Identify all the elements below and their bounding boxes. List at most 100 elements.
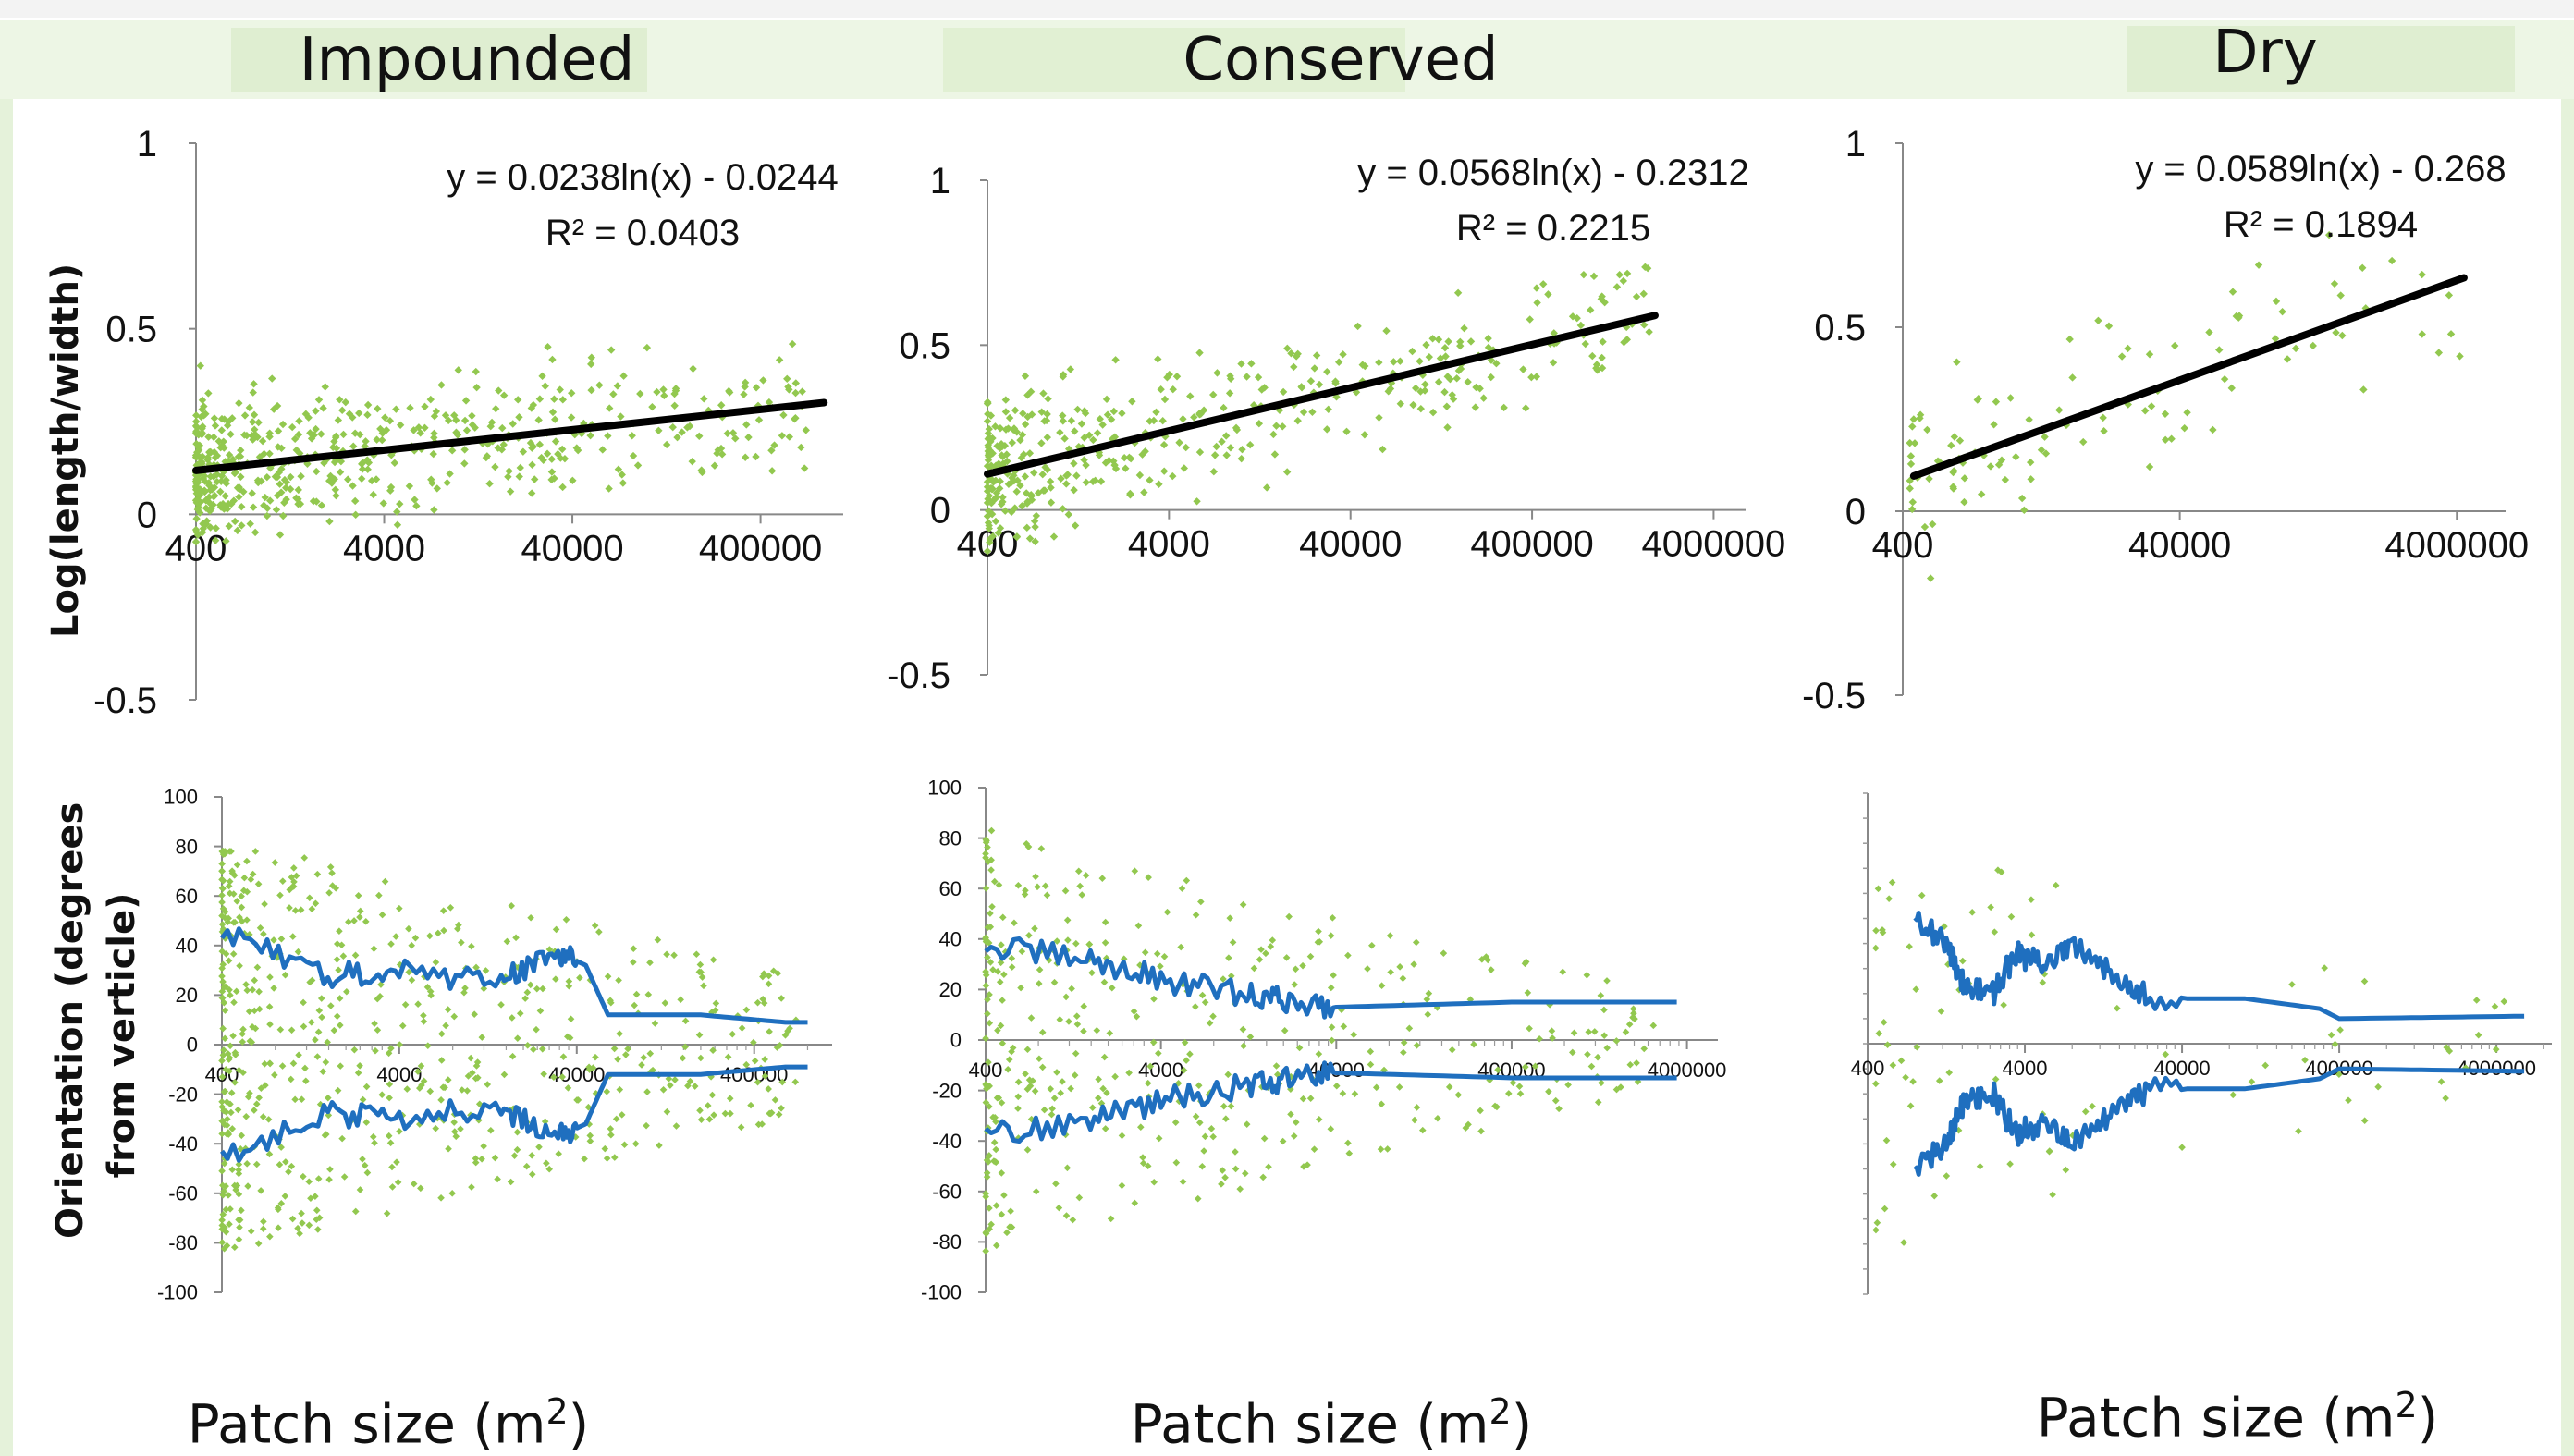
data-point: [487, 1126, 495, 1134]
envelope-upper: [984, 936, 1677, 1020]
data-point: [1267, 943, 1275, 950]
data-point: [1101, 1125, 1109, 1132]
data-point: [998, 1210, 1006, 1218]
data-point: [1100, 978, 1109, 986]
data-point: [1225, 389, 1234, 398]
data-point: [713, 449, 721, 458]
y-tick-label: -0.5: [887, 655, 950, 696]
data-point: [1579, 270, 1588, 279]
data-point: [1452, 374, 1461, 383]
data-point: [592, 1053, 599, 1061]
data-point: [218, 1167, 226, 1175]
data-point: [2229, 1091, 2237, 1099]
data-point: [298, 1209, 305, 1217]
data-point: [198, 405, 206, 414]
data-point: [412, 502, 421, 510]
data-point: [1080, 1002, 1088, 1010]
data-point: [232, 987, 240, 996]
data-point: [2360, 1117, 2369, 1124]
data-point: [244, 1093, 252, 1101]
data-point: [1422, 340, 1430, 349]
data-point: [1232, 1148, 1239, 1156]
data-point: [984, 434, 992, 443]
data-point: [218, 1130, 226, 1138]
data-point: [220, 1107, 227, 1115]
data-point: [225, 957, 233, 965]
data-point: [224, 499, 233, 508]
r-squared: R² = 0.1894: [2224, 204, 2418, 245]
data-point: [586, 431, 594, 440]
data-point: [1101, 918, 1109, 926]
data-point: [1135, 471, 1145, 480]
data-point: [2167, 434, 2176, 443]
data-point: [1064, 510, 1073, 519]
data-point: [1008, 473, 1016, 483]
data-point: [231, 1079, 239, 1086]
data-point: [288, 1215, 297, 1223]
data-point: [223, 1115, 231, 1123]
data-point: [322, 1058, 330, 1066]
data-point: [325, 1176, 333, 1183]
data-point: [1144, 1162, 1152, 1170]
data-point: [1049, 532, 1059, 541]
data-point: [1390, 358, 1398, 366]
data-point: [297, 906, 305, 914]
data-point: [251, 848, 260, 855]
data-point: [248, 489, 256, 497]
data-point: [1144, 1079, 1152, 1087]
x-tick-label: 400000: [1470, 524, 1593, 565]
data-point: [1329, 914, 1337, 922]
data-point: [1889, 1061, 1897, 1070]
data-point: [1038, 1028, 1047, 1036]
envelope-lower: [1913, 1066, 2525, 1177]
data-point: [729, 1030, 737, 1038]
data-point: [338, 1134, 346, 1143]
data-point: [1871, 944, 1880, 952]
y-tick-label: -80: [932, 1230, 962, 1254]
data-point: [1327, 984, 1335, 992]
data-point: [2147, 402, 2156, 410]
data-point: [1080, 1027, 1087, 1035]
data-point: [2374, 1083, 2382, 1091]
ylabel-bottom-line2: from verticle): [101, 892, 143, 1179]
data-point: [1040, 486, 1049, 495]
data-point: [414, 1068, 422, 1075]
data-point: [1906, 438, 1914, 447]
data-point: [1193, 497, 1201, 506]
data-point: [1416, 357, 1424, 366]
data-point: [1291, 981, 1298, 988]
data-point: [258, 436, 267, 446]
data-point: [1400, 1048, 1407, 1057]
data-point: [464, 1072, 472, 1080]
data-point: [442, 1022, 449, 1030]
data-point: [617, 412, 625, 421]
data-point: [398, 1022, 407, 1030]
data-point: [1000, 971, 1008, 978]
data-point: [485, 480, 494, 488]
data-point: [992, 489, 1001, 497]
data-point: [710, 1111, 717, 1119]
data-point: [218, 1097, 226, 1106]
data-point: [430, 412, 439, 421]
data-point: [1643, 264, 1652, 273]
data-point: [417, 1062, 425, 1070]
data-point: [1169, 385, 1177, 394]
data-point: [238, 1206, 245, 1215]
data-point: [332, 491, 340, 500]
data-point: [1043, 465, 1052, 474]
data-point: [294, 495, 302, 504]
y-tick-label: 60: [176, 885, 198, 908]
data-point: [1900, 1239, 1907, 1246]
data-point: [383, 1209, 391, 1217]
data-point: [1195, 409, 1204, 418]
data-point: [1372, 1083, 1380, 1092]
data-point: [667, 1082, 674, 1089]
data-point: [1013, 476, 1022, 484]
data-point: [1587, 1062, 1596, 1071]
data-point: [248, 418, 257, 426]
data-point: [505, 467, 513, 475]
data-point: [426, 395, 435, 404]
data-point: [1477, 1127, 1485, 1135]
data-point: [523, 1042, 532, 1049]
data-point: [2039, 979, 2047, 986]
